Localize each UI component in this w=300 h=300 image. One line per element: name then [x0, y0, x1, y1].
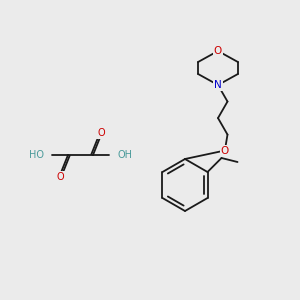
Text: O: O — [220, 146, 229, 156]
Text: O: O — [56, 172, 64, 182]
Text: OH: OH — [117, 150, 132, 160]
Text: HO: HO — [29, 150, 44, 160]
Text: O: O — [214, 46, 222, 56]
Text: N: N — [214, 80, 222, 90]
Text: O: O — [97, 128, 105, 138]
